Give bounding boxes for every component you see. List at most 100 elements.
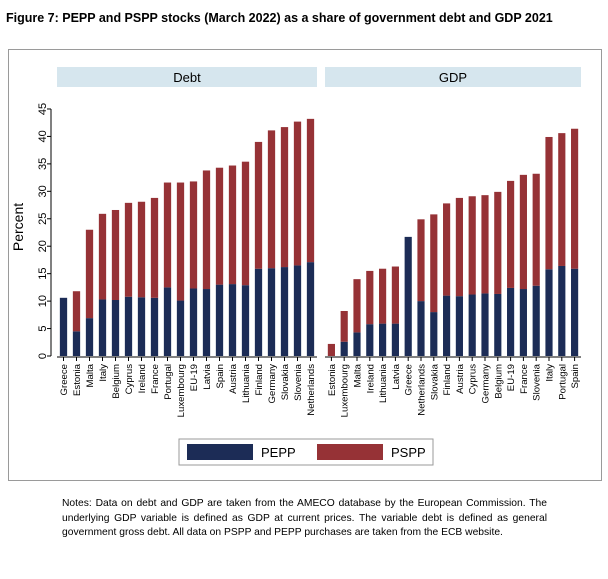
bar-pepp-gdp-france <box>519 289 527 356</box>
bar-pspp-gdp-cyprus <box>468 196 476 295</box>
bar-pepp-debt-belgium <box>111 300 120 356</box>
x-tick-label: Austria <box>455 363 466 394</box>
x-tick-label: EU-19 <box>506 364 517 391</box>
bar-pspp-debt-estonia <box>72 291 81 332</box>
y-tick-label: 35 <box>37 158 49 170</box>
x-tick-label: Ireland <box>137 364 148 393</box>
bar-pspp-debt-malta <box>85 229 94 319</box>
x-tick-label: Estonia <box>327 363 338 396</box>
figure-title: Figure 7: PEPP and PSPP stocks (March 20… <box>6 11 553 25</box>
bar-pspp-gdp-finland <box>443 203 451 296</box>
bar-pepp-debt-cyprus <box>124 296 133 356</box>
x-tick-label: EU-19 <box>189 364 200 391</box>
bar-pspp-debt-cyprus <box>124 202 133 297</box>
x-tick-label: Latvia <box>391 363 402 389</box>
bar-pepp-gdp-cyprus <box>468 294 476 356</box>
x-tick-label: Latvia <box>202 363 213 389</box>
legend-swatch-pepp <box>187 444 253 460</box>
x-tick-label: Lithuania <box>378 363 389 403</box>
bar-pepp-gdp-netherlands <box>417 301 425 356</box>
panel-strip-gdp <box>325 67 581 87</box>
bar-pepp-gdp-finland <box>443 295 451 356</box>
bar-pepp-gdp-luxembourg <box>340 341 348 356</box>
x-tick-label: Spain <box>215 364 226 389</box>
bar-pspp-debt-latvia <box>202 170 211 290</box>
bar-pspp-gdp-ireland <box>366 270 374 325</box>
bar-pspp-debt-slovakia <box>280 127 289 268</box>
bar-pepp-gdp-latvia <box>391 323 399 356</box>
x-tick-label: Lithuania <box>241 363 252 403</box>
bar-pepp-debt-latvia <box>202 289 211 356</box>
bar-pepp-gdp-eu-19 <box>507 287 515 356</box>
bar-pspp-debt-belgium <box>111 209 120 301</box>
bar-pspp-debt-netherlands <box>306 118 315 263</box>
x-tick-label: Slovakia <box>280 363 291 400</box>
x-tick-label: Italy <box>545 364 556 382</box>
bar-pepp-debt-slovakia <box>280 267 289 356</box>
bar-pepp-gdp-germany <box>481 293 489 356</box>
x-tick-label: Austria <box>228 363 239 394</box>
y-tick-label: 40 <box>37 130 49 142</box>
bar-pspp-gdp-spain <box>571 128 579 269</box>
bar-pepp-gdp-slovakia <box>430 312 438 356</box>
bar-pepp-debt-portugal <box>163 287 172 356</box>
x-tick-label: Portugal <box>557 364 568 400</box>
x-tick-label: Slovakia <box>429 363 440 400</box>
plot-frame: 0 5 10 15 20 25 30 35 40 45 Percent Debt Greece Eston… <box>8 49 602 481</box>
bar-pspp-debt-finland <box>254 141 263 269</box>
bar-pspp-gdp-austria <box>455 197 463 297</box>
bar-pepp-gdp-italy <box>545 269 553 356</box>
y-tick-label: 5 <box>37 325 49 331</box>
legend-label-pspp: PSPP <box>391 445 426 460</box>
y-tick-label: 25 <box>37 213 49 225</box>
x-tick-label: Luxembourg <box>176 364 187 417</box>
bar-pepp-gdp-belgium <box>494 293 502 356</box>
panel-title-gdp: GDP <box>439 70 467 85</box>
bar-pspp-gdp-netherlands <box>417 219 425 302</box>
bar-pepp-gdp-spain <box>571 268 579 356</box>
x-tick-label: Belgium <box>111 364 122 399</box>
y-tick-label: 30 <box>37 185 49 197</box>
y-tick-label: 10 <box>37 295 49 307</box>
bar-pepp-gdp-slovenia <box>532 285 540 356</box>
y-tick-label: 20 <box>37 240 49 252</box>
bar-pspp-debt-france <box>150 197 159 298</box>
x-tick-label: Slovenia <box>293 363 304 400</box>
bar-pspp-debt-germany <box>267 130 276 269</box>
bar-pspp-debt-spain <box>215 167 224 285</box>
x-tick-label: Malta <box>353 363 364 387</box>
panel-title-debt: Debt <box>173 70 201 85</box>
x-tick-label: Malta <box>85 363 96 387</box>
x-tick-label: Ireland <box>365 364 376 393</box>
bar-pepp-gdp-greece <box>404 236 412 356</box>
bar-pepp-debt-greece <box>59 297 68 356</box>
y-tick-label: 0 <box>37 353 49 359</box>
bar-pepp-debt-austria <box>228 284 237 356</box>
x-tick-label: France <box>150 364 161 394</box>
bar-pepp-debt-france <box>150 297 159 356</box>
legend-swatch-pspp <box>317 444 383 460</box>
x-tick-label: Germany <box>267 364 278 404</box>
bar-pepp-gdp-malta <box>353 332 361 356</box>
x-tick-label: Italy <box>98 364 109 382</box>
bar-pspp-gdp-lithuania <box>379 268 387 324</box>
bar-pspp-gdp-belgium <box>494 191 502 294</box>
x-tick-label: Slovenia <box>532 363 543 400</box>
bar-pepp-debt-finland <box>254 268 263 356</box>
bar-pspp-gdp-italy <box>545 136 553 270</box>
bar-pepp-debt-malta <box>85 318 94 356</box>
bar-pepp-gdp-lithuania <box>379 323 387 356</box>
bar-pepp-debt-netherlands <box>306 262 315 356</box>
bar-pepp-gdp-ireland <box>366 324 374 356</box>
bar-pspp-gdp-eu-19 <box>507 180 515 288</box>
bar-pepp-debt-slovenia <box>293 265 302 356</box>
bar-pspp-debt-ireland <box>137 201 146 298</box>
bar-pepp-gdp-portugal <box>558 265 566 356</box>
x-tick-label: Belgium <box>493 364 504 399</box>
x-tick-label: Cyprus <box>468 364 479 395</box>
x-tick-label: Greece <box>59 364 70 395</box>
bar-pspp-debt-eu-19 <box>189 181 198 289</box>
x-tick-label: Estonia <box>72 363 83 396</box>
bar-pepp-debt-ireland <box>137 297 146 356</box>
